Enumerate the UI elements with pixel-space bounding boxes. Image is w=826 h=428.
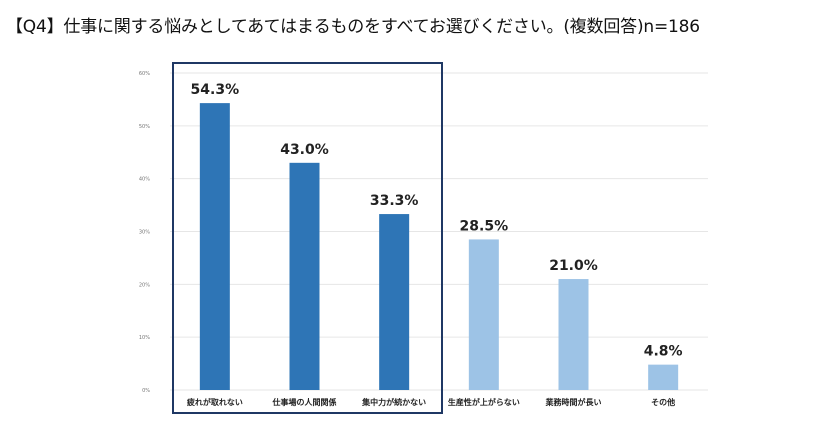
- data-label: 54.3%: [191, 82, 240, 98]
- data-label: 28.5%: [460, 218, 509, 234]
- bar: [379, 214, 410, 390]
- category-label: 生産性が上がらない: [448, 397, 520, 407]
- y-tick-label: 10%: [139, 335, 150, 341]
- category-label: その他: [651, 397, 675, 407]
- y-axis-ticks: 0% 10% 20% 30% 40% 50% 60%: [139, 71, 150, 394]
- category-label: 仕事場の人間関係: [272, 397, 337, 407]
- category-label: 業務時間が長い: [545, 397, 602, 407]
- page-title: 【Q4】仕事に関する悩みとしてあてはまるものをすべてお選びください。(複数回答)…: [6, 17, 700, 37]
- data-label: 21.0%: [549, 258, 598, 274]
- category-label: 集中力が続かない: [361, 397, 426, 407]
- bars: [199, 103, 679, 391]
- category-labels: 疲れが取れない 仕事場の人間関係 集中力が続かない 生産性が上がらない 業務時間が長い そ…: [187, 397, 675, 407]
- bar: [558, 279, 589, 390]
- data-labels: 54.3% 43.0% 33.3% 28.5% 21.0% 4.8%: [191, 82, 683, 360]
- y-tick-label: 60%: [139, 71, 150, 77]
- y-tick-label: 20%: [139, 282, 150, 288]
- bar: [289, 162, 320, 390]
- gridlines: [170, 72, 708, 391]
- bar: [199, 103, 230, 391]
- category-label: 疲れが取れない: [187, 397, 243, 407]
- y-tick-label: 40%: [139, 177, 150, 183]
- bar: [468, 239, 499, 390]
- y-tick-label: 50%: [139, 124, 150, 130]
- data-label: 43.0%: [280, 142, 329, 158]
- bar: [648, 364, 679, 390]
- y-tick-label: 0%: [142, 388, 150, 394]
- data-label: 33.3%: [370, 193, 419, 209]
- data-label: 4.8%: [644, 344, 683, 360]
- y-tick-label: 30%: [139, 230, 150, 236]
- highlight-frame: [172, 62, 443, 414]
